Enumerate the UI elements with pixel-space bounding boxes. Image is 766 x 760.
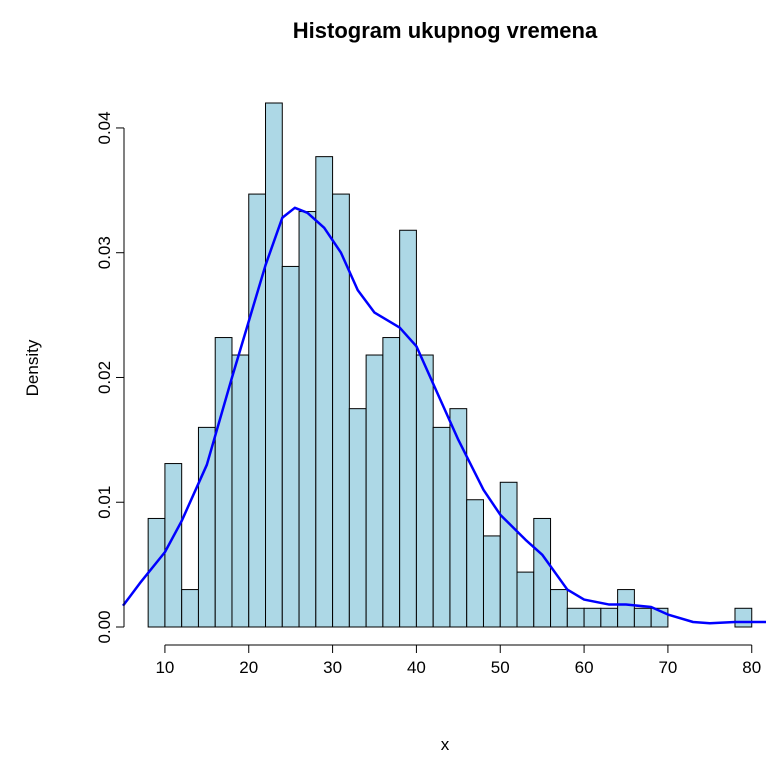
bar xyxy=(164,463,183,628)
bar xyxy=(298,211,317,628)
bar xyxy=(566,607,585,628)
bar xyxy=(533,517,552,628)
y-axis-label: Density xyxy=(23,339,42,396)
x-tick-label: 30 xyxy=(323,658,342,677)
x-tick-label: 60 xyxy=(575,658,594,677)
bar xyxy=(281,265,300,628)
density-curve xyxy=(121,206,766,625)
bar xyxy=(516,571,535,628)
x-axis-label: x xyxy=(441,735,450,754)
bar xyxy=(248,193,267,628)
bar xyxy=(147,517,166,628)
bar xyxy=(214,337,233,628)
bar xyxy=(734,607,753,628)
bar xyxy=(365,354,384,628)
bar xyxy=(332,193,350,628)
bar xyxy=(197,426,216,628)
bar xyxy=(181,589,199,628)
bar xyxy=(432,426,451,628)
bar xyxy=(231,354,250,628)
y-tick-label: 0.02 xyxy=(95,361,114,394)
bar xyxy=(382,337,401,628)
x-tick-label: 40 xyxy=(407,658,426,677)
bar xyxy=(415,354,434,628)
bar xyxy=(633,607,652,628)
bar xyxy=(265,102,283,628)
y-tick-label: 0.03 xyxy=(95,236,114,269)
bar xyxy=(600,607,619,628)
bar xyxy=(348,408,367,628)
y-tick-label: 0.04 xyxy=(95,111,114,144)
bar xyxy=(399,229,417,628)
x-tick-label: 20 xyxy=(239,658,258,677)
bar xyxy=(617,589,635,628)
x-tick-label: 50 xyxy=(491,658,510,677)
x-tick-label: 80 xyxy=(742,658,761,677)
x-tick-label: 70 xyxy=(658,658,677,677)
bar xyxy=(550,589,568,628)
bar xyxy=(583,607,602,628)
bar xyxy=(482,535,501,628)
bar xyxy=(466,499,484,628)
chart-title: Histogram ukupnog vremena xyxy=(293,18,598,43)
x-tick-label: 10 xyxy=(155,658,174,677)
bar xyxy=(499,481,518,628)
y-tick-label: 0.01 xyxy=(95,486,114,519)
y-tick-label: 0.00 xyxy=(95,610,114,643)
